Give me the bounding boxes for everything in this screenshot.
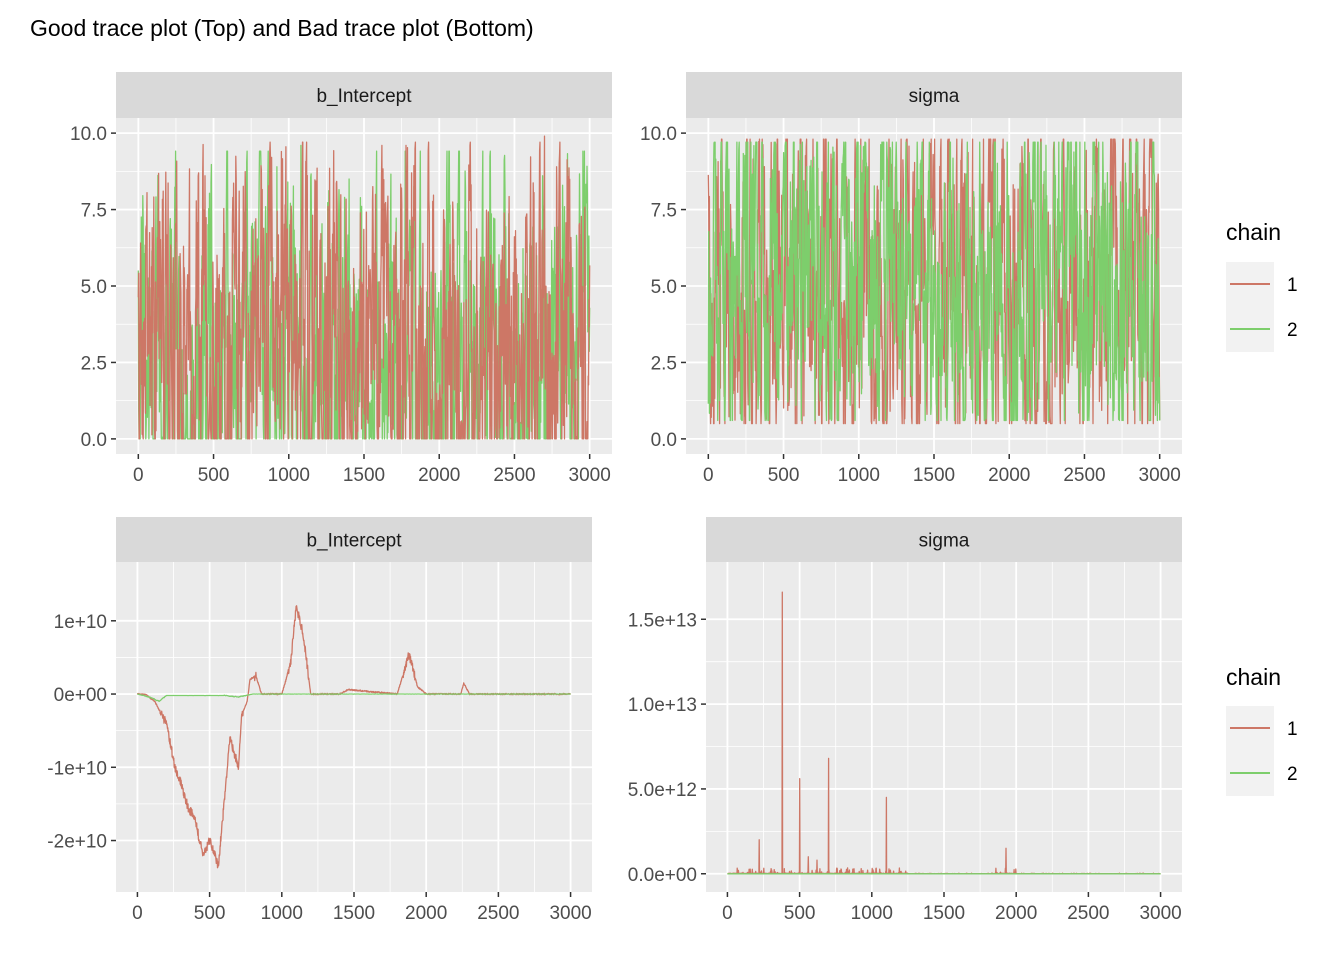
legend-key-bg [1226, 262, 1274, 352]
y-tick-label: -2e+10 [47, 832, 107, 853]
x-tick-label: 3000 [569, 465, 611, 486]
series-group [136, 605, 572, 869]
x-tick-label: 0 [133, 465, 144, 486]
y-tick-label: 0.0 [651, 430, 677, 451]
panel-bottom-right: sigma 0 500 1000 1500 2000 2500 3000 0.0e+00 5.0e… [628, 517, 1182, 924]
x-tick-label: 0 [722, 903, 733, 924]
facet-strip-label: sigma [909, 86, 960, 107]
x-tick-label: 500 [194, 903, 226, 924]
legend-key-bg [1226, 706, 1274, 796]
x-tick-label: 1000 [268, 465, 310, 486]
x-tick-label: 1500 [923, 903, 965, 924]
x-tick-label: 1000 [851, 903, 893, 924]
legend-top: chain 1 2 [1226, 219, 1298, 352]
trace-line-chain-1 [137, 135, 591, 440]
y-tick-label: 1.5e+13 [628, 610, 697, 631]
y-tick-label: 5.0 [651, 277, 677, 298]
y-tick-label: 0.0e+00 [628, 865, 697, 886]
y-tick-label: 7.5 [81, 201, 107, 222]
y-tick-label: 0.0 [81, 430, 107, 451]
x-tick-label: 1500 [913, 465, 955, 486]
y-tick-label: 10.0 [70, 124, 107, 145]
facet-strip [116, 72, 612, 118]
series-group [137, 135, 591, 440]
y-tick-label: -1e+10 [47, 758, 107, 779]
y-tick-label: 5.0 [81, 277, 107, 298]
x-tick-label: 3000 [549, 903, 591, 924]
x-tick-label: 1000 [261, 903, 303, 924]
y-tick-label: 5.0e+12 [628, 780, 697, 801]
x-tick-label: 3000 [1139, 903, 1181, 924]
x-tick-label: 2000 [988, 465, 1030, 486]
x-tick-label: 2500 [1067, 903, 1109, 924]
x-tick-label: 2000 [995, 903, 1037, 924]
legend-label-chain-2: 2 [1287, 320, 1298, 341]
facet-strip [686, 72, 1182, 118]
facet-strip-label: b_Intercept [316, 86, 412, 107]
panels: b_Intercept 0 500 1000 1500 2000 2500 3000 0.0 2.… [47, 72, 1182, 924]
legend-title: chain [1226, 664, 1281, 690]
legend-label-chain-2: 2 [1287, 764, 1298, 785]
y-tick-label: 2.5 [81, 353, 107, 374]
x-tick-label: 1000 [838, 465, 880, 486]
facet-strip-label: sigma [919, 531, 970, 552]
series-group [727, 591, 1161, 875]
legend-title: chain [1226, 219, 1281, 245]
trace-line-chain-2 [707, 141, 1161, 422]
x-tick-label: 2500 [477, 903, 519, 924]
y-tick-label: 0e+00 [54, 685, 107, 706]
trace-line-chain-2 [137, 693, 571, 703]
legend-bottom: chain 1 2 [1226, 664, 1298, 796]
x-tick-label: 500 [768, 465, 800, 486]
facet-strip-label: b_Intercept [306, 531, 402, 552]
x-tick-label: 500 [198, 465, 230, 486]
x-tick-label: 2500 [493, 465, 535, 486]
y-tick-label: 7.5 [651, 201, 677, 222]
x-tick-label: 2000 [405, 903, 447, 924]
series-group [707, 138, 1161, 425]
x-tick-label: 3000 [1139, 465, 1181, 486]
facet-strip [706, 517, 1182, 562]
facet-strip [116, 517, 592, 562]
x-tick-label: 2000 [418, 465, 460, 486]
panel-top-left: b_Intercept 0 500 1000 1500 2000 2500 3000 0.0 2.… [70, 72, 612, 486]
x-tick-label: 2500 [1063, 465, 1105, 486]
x-tick-label: 0 [703, 465, 714, 486]
x-tick-label: 1500 [343, 465, 385, 486]
legend-label-chain-1: 1 [1287, 719, 1298, 740]
y-tick-label: 2.5 [651, 353, 677, 374]
x-tick-label: 1500 [333, 903, 375, 924]
y-tick-label: 10.0 [640, 124, 677, 145]
y-tick-label: 1.0e+13 [628, 695, 697, 716]
panel-bottom-left: b_Intercept 0 500 1000 1500 2000 2500 3000 -2e+1… [47, 517, 592, 924]
x-tick-label: 0 [132, 903, 143, 924]
x-tick-label: 500 [784, 903, 816, 924]
y-tick-label: 1e+10 [54, 612, 107, 633]
figure-title: Good trace plot (Top) and Bad trace plot… [30, 15, 534, 41]
panel-top-right: sigma 0 500 1000 1500 2000 2500 3000 0.0 2.5 5.0 7.… [640, 72, 1182, 486]
legend-label-chain-1: 1 [1287, 275, 1298, 296]
